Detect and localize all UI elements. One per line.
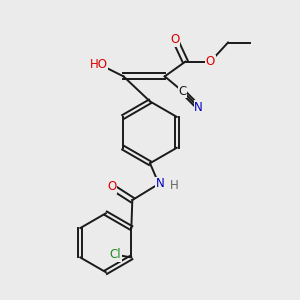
Text: O: O (170, 33, 180, 46)
Text: H: H (170, 179, 178, 192)
Text: O: O (107, 180, 116, 193)
Text: N: N (156, 177, 165, 190)
Text: C: C (178, 85, 187, 98)
Text: O: O (206, 55, 215, 68)
Text: HO: HO (89, 58, 107, 71)
Text: N: N (194, 101, 203, 114)
Text: Cl: Cl (109, 248, 121, 261)
